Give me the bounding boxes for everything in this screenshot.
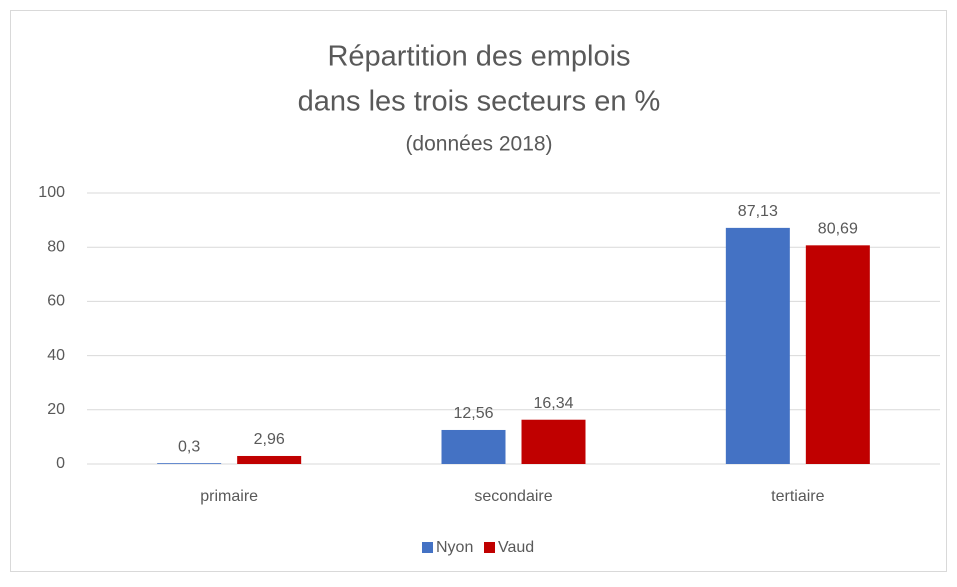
- legend-label: Nyon: [436, 539, 473, 556]
- data-label: 0,3: [178, 438, 200, 455]
- bar: [725, 227, 790, 464]
- y-tick-label: 100: [38, 184, 65, 201]
- legend-swatch: [484, 542, 495, 553]
- y-tick-label: 20: [47, 401, 65, 418]
- x-tick-label: secondaire: [474, 488, 552, 505]
- y-tick-label: 80: [47, 238, 65, 255]
- bar: [441, 429, 506, 464]
- bar: [805, 245, 870, 464]
- y-tick-label: 60: [47, 293, 65, 310]
- data-label: 87,13: [738, 203, 778, 220]
- data-label: 16,34: [533, 395, 573, 412]
- data-label: 2,96: [254, 431, 285, 448]
- chart-frame: [10, 10, 947, 572]
- bar: [157, 463, 222, 464]
- chart-subtitle: (données 2018): [405, 133, 552, 156]
- data-label: 80,69: [818, 221, 858, 238]
- data-label: 12,56: [453, 405, 493, 422]
- chart-title: dans les trois secteurs en %: [298, 86, 661, 118]
- bar: [521, 419, 586, 464]
- chart-title: Répartition des emplois: [327, 41, 630, 73]
- x-tick-label: primaire: [200, 488, 258, 505]
- legend-label: Vaud: [498, 539, 534, 556]
- x-tick-label: tertiaire: [771, 488, 824, 505]
- legend-swatch: [422, 542, 433, 553]
- bar: [237, 455, 302, 464]
- y-tick-label: 0: [56, 455, 65, 472]
- y-tick-label: 40: [47, 347, 65, 364]
